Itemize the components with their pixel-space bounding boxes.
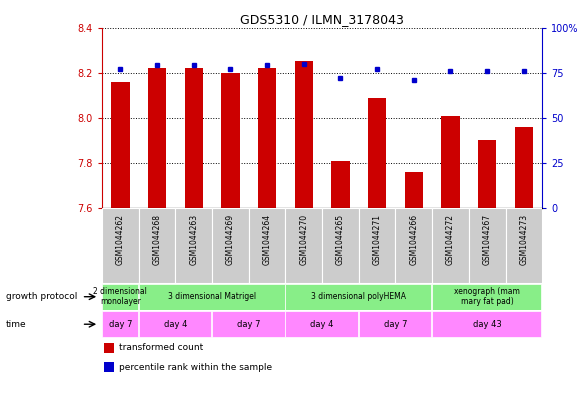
Text: GSM1044265: GSM1044265 [336,214,345,265]
Bar [286,311,358,338]
Text: day 7: day 7 [384,320,407,329]
Text: GSM1044272: GSM1044272 [446,214,455,265]
Bar [102,208,139,283]
Text: xenograph (mam
mary fat pad): xenograph (mam mary fat pad) [454,287,520,307]
Bar [175,208,212,283]
Bar [111,82,129,208]
Bar [395,208,432,283]
Text: 3 dimensional polyHEMA: 3 dimensional polyHEMA [311,292,406,301]
Text: transformed count: transformed count [119,343,203,352]
Text: GSM1044269: GSM1044269 [226,214,235,265]
Bar [505,208,542,283]
Bar [368,97,387,208]
Text: day 43: day 43 [473,320,501,329]
Text: day 7: day 7 [237,320,261,329]
Bar [212,311,285,338]
Text: GSM1044271: GSM1044271 [373,214,382,265]
Bar [102,311,138,338]
Bar [359,208,395,283]
Bar [331,161,350,208]
Text: GSM1044270: GSM1044270 [299,214,308,265]
Text: time: time [6,320,26,329]
Text: GSM1044262: GSM1044262 [116,214,125,265]
Bar [478,140,496,208]
Text: GSM1044264: GSM1044264 [262,214,272,265]
Title: GDS5310 / ILMN_3178043: GDS5310 / ILMN_3178043 [240,13,404,26]
Bar [212,208,249,283]
Text: GSM1044266: GSM1044266 [409,214,419,265]
Bar [294,61,313,208]
Text: day 4: day 4 [164,320,187,329]
Text: day 7: day 7 [108,320,132,329]
Bar [102,283,138,310]
Bar [405,172,423,208]
Bar [139,311,211,338]
Bar [139,208,175,283]
Text: day 4: day 4 [310,320,334,329]
Text: GSM1044267: GSM1044267 [483,214,491,265]
Text: GSM1044273: GSM1044273 [519,214,528,265]
Bar [441,116,459,208]
Bar [104,343,114,353]
Bar [104,362,114,372]
Bar [286,208,322,283]
Bar [359,311,431,338]
Bar [432,311,542,338]
Bar [515,127,533,208]
Text: GSM1044268: GSM1044268 [153,214,161,265]
Bar [286,283,431,310]
Bar [148,68,166,208]
Bar [139,283,285,310]
Text: growth protocol: growth protocol [6,292,77,301]
Text: GSM1044263: GSM1044263 [189,214,198,265]
Bar [432,283,542,310]
Bar [249,208,286,283]
Bar [185,68,203,208]
Text: 3 dimensional Matrigel: 3 dimensional Matrigel [168,292,256,301]
Bar [258,68,276,208]
Bar [469,208,505,283]
Bar [221,73,240,208]
Text: 2 dimensional
monolayer: 2 dimensional monolayer [93,287,147,307]
Bar [322,208,359,283]
Bar [432,208,469,283]
Text: percentile rank within the sample: percentile rank within the sample [119,363,272,372]
